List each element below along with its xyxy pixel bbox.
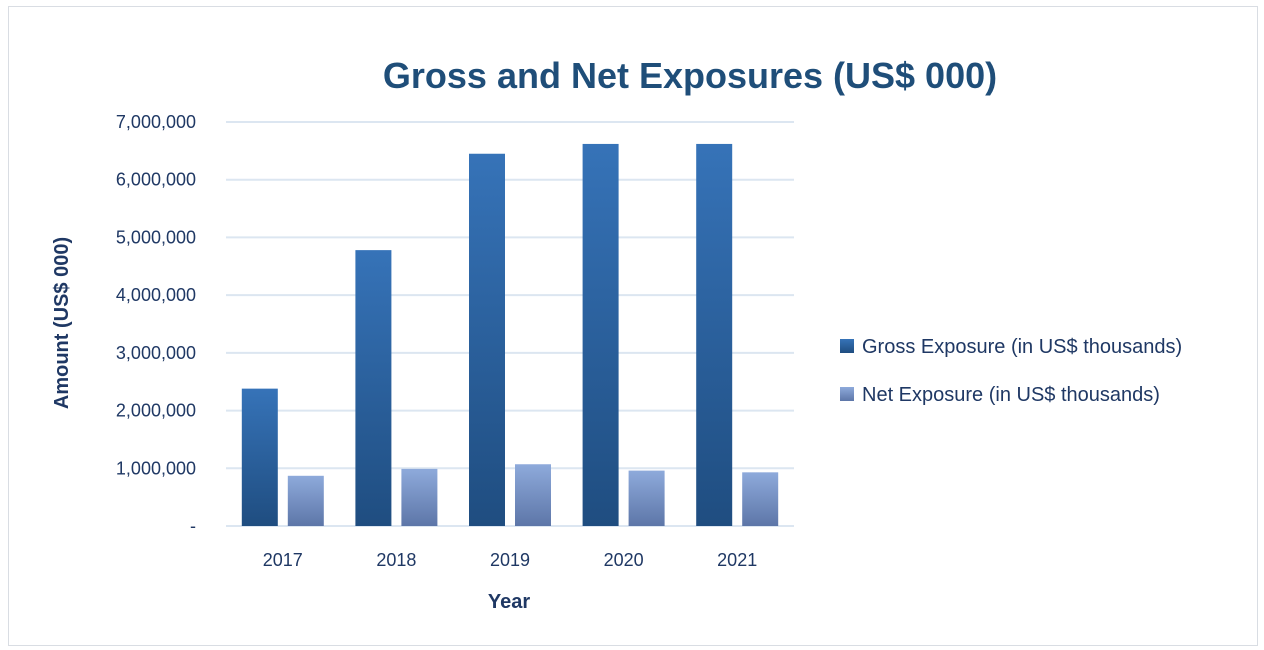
y-tick-label: 4,000,000 bbox=[116, 285, 196, 305]
bar-gross-2020 bbox=[582, 143, 619, 526]
y-axis-title: Amount (US$ 000) bbox=[51, 237, 73, 409]
bar-net-2020 bbox=[628, 470, 665, 526]
legend: Gross Exposure (in US$ thousands) Net Exp… bbox=[840, 336, 1182, 406]
x-tick-label: 2017 bbox=[263, 550, 303, 570]
y-tick-label: 6,000,000 bbox=[116, 170, 196, 190]
bar-net-2018 bbox=[401, 468, 438, 526]
legend-item: Gross Exposure (in US$ thousands) bbox=[840, 336, 1182, 358]
x-axis-ticks: 2017 2018 2019 2020 2021 bbox=[263, 550, 757, 570]
bars bbox=[241, 143, 779, 526]
y-tick-label: 1,000,000 bbox=[116, 458, 196, 478]
bar-net-2021 bbox=[742, 472, 779, 526]
legend-item: Net Exposure (in US$ thousands) bbox=[840, 384, 1160, 406]
x-tick-label: 2020 bbox=[604, 550, 644, 570]
bar-gross-2019 bbox=[469, 153, 505, 526]
x-tick-label: 2021 bbox=[717, 550, 757, 570]
x-tick-label: 2019 bbox=[490, 550, 530, 570]
y-tick-label: 7,000,000 bbox=[116, 112, 196, 132]
bar-gross-2017 bbox=[241, 388, 278, 526]
chart-frame bbox=[8, 6, 1258, 646]
legend-label: Net Exposure (in US$ thousands) bbox=[862, 384, 1160, 406]
legend-label: Gross Exposure (in US$ thousands) bbox=[862, 336, 1182, 358]
legend-swatch bbox=[840, 387, 854, 401]
legend-swatch bbox=[840, 339, 854, 353]
y-tick-label: 3,000,000 bbox=[116, 343, 196, 363]
y-tick-label: 5,000,000 bbox=[116, 227, 196, 247]
bar-net-2017 bbox=[287, 475, 324, 526]
bar-gross-2018 bbox=[355, 250, 392, 526]
y-tick-label: - bbox=[190, 516, 196, 536]
bar-net-2019 bbox=[515, 464, 551, 526]
x-axis-title: Year bbox=[488, 591, 530, 613]
x-tick-label: 2018 bbox=[376, 550, 416, 570]
y-tick-label: 2,000,000 bbox=[116, 401, 196, 421]
chart-title: Gross and Net Exposures (US$ 000) bbox=[383, 55, 997, 96]
bar-gross-2021 bbox=[696, 143, 733, 526]
y-axis-ticks: - 1,000,000 2,000,000 3,000,000 4,000,000 5,0… bbox=[116, 112, 196, 536]
